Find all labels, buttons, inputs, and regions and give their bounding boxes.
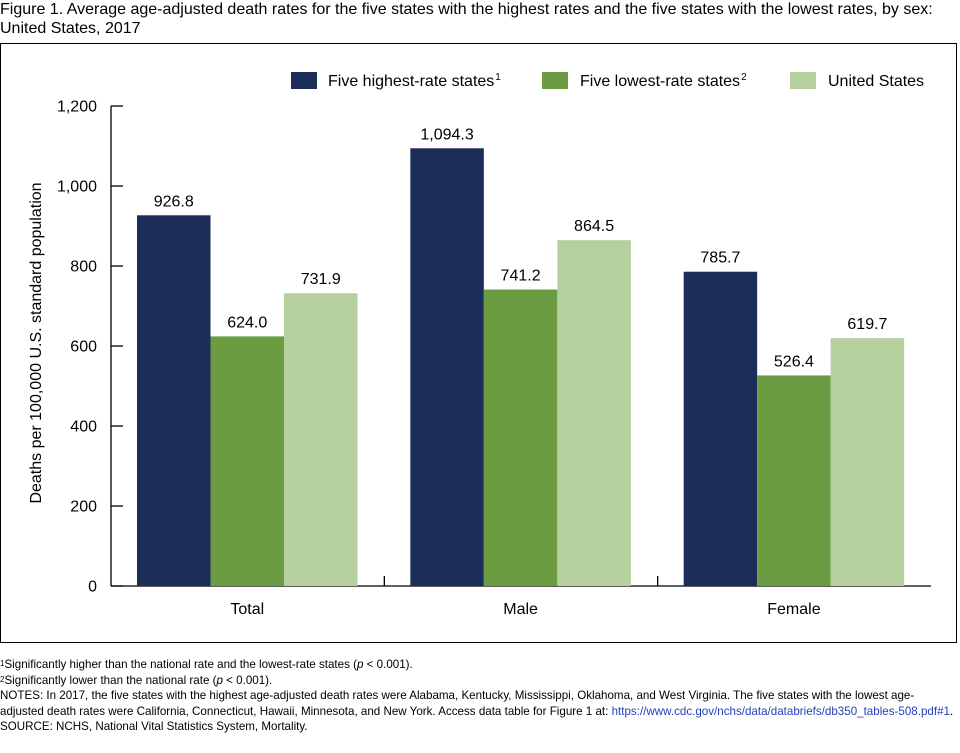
figure-title-text: Average age-adjusted death rates for the… [0,1,933,37]
figure-number: Figure 1. [0,1,67,18]
bar-female-series-0 [683,271,758,586]
x-category-label: Female [767,601,820,618]
bar-value-label: 785.7 [700,250,740,267]
bar-value-label: 1,094.3 [420,126,473,143]
x-category-label: Male [503,601,538,618]
bar-value-label: 741.2 [501,268,541,285]
y-tick-label: 1,000 [57,179,97,196]
data-table-link[interactable]: https://www.cdc.gov/nchs/data/databriefs… [611,704,950,718]
bar-female-series-1 [757,375,831,586]
source-line: SOURCE: NCHS, National Vital Statistics … [0,720,308,734]
bar-male-series-1 [483,289,558,586]
legend-label: Five lowest-rate states2 [580,72,747,90]
bar-value-label: 624.0 [227,314,267,331]
bar-total-series-1 [210,336,284,586]
footnote-1: 1Significantly higher than the national … [0,658,413,671]
bar-chart: 0 200 400 600 800 1,000 1,200 Deaths per 100,00… [28,72,931,618]
legend-label: Five highest-rate states1 [328,72,501,90]
x-category-label: Total [230,601,264,618]
footnotes: 1Significantly higher than the national … [0,657,958,735]
y-axis-title: Deaths per 100,000 U.S. standard populat… [28,182,45,503]
legend-swatch [542,72,568,89]
y-tick-label: 800 [70,259,97,276]
footnote-2: 2Significantly lower than the national r… [0,673,273,687]
bar-male-series-2 [557,240,631,586]
bar-male-series-0 [410,148,484,586]
bar-value-label: 619.7 [847,316,887,333]
y-tick-label: 200 [70,499,97,516]
y-tick-label: 0 [88,579,97,596]
legend-label: United States [828,73,924,90]
chart-frame: 0 200 400 600 800 1,000 1,200 Deaths per 100,00… [0,43,957,643]
legend-swatch [790,72,816,89]
bar-value-label: 926.8 [154,193,194,210]
figure-title: Figure 1. Average age-adjusted death rat… [0,0,955,38]
bar-value-label: 731.9 [301,271,341,288]
bar-female-series-2 [830,338,905,586]
notes-paragraph: NOTES: In 2017, the five states with the… [0,689,954,718]
bar-value-label: 526.4 [774,353,814,370]
y-tick-label: 1,200 [57,99,97,116]
bar-value-label: 864.5 [574,218,614,235]
y-tick-label: 400 [70,419,97,436]
bar-total-series-0 [137,215,211,586]
bar-total-series-2 [284,293,358,586]
y-tick-label: 600 [70,339,97,356]
legend-swatch [291,72,317,89]
